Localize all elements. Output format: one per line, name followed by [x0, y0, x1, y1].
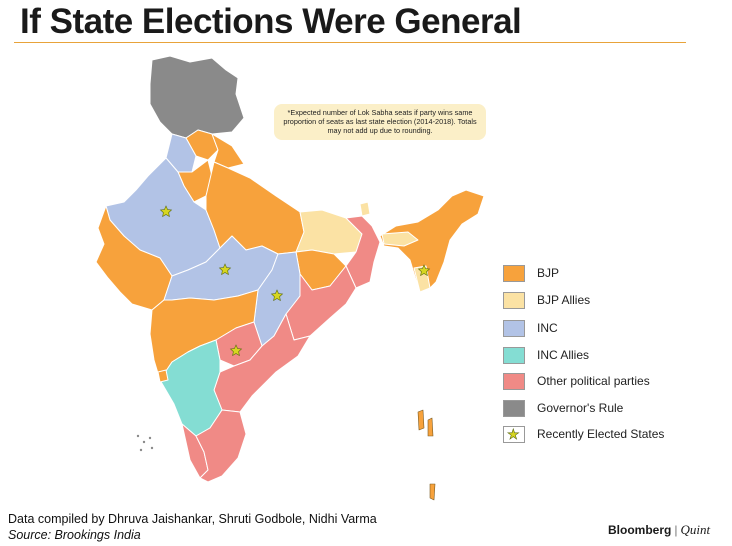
region-goa — [157, 369, 169, 383]
legend-item-bjp-allies: BJP Allies — [503, 290, 732, 310]
region-meghalaya — [381, 231, 419, 247]
legend-label-other: Other political parties — [537, 374, 650, 388]
region-sikkim — [359, 201, 371, 217]
region-bihar — [295, 209, 363, 255]
legend-item-governor: Governor's Rule — [503, 398, 732, 418]
legend-label-inc: INC — [537, 321, 558, 335]
brand-main: Bloomberg — [608, 523, 672, 537]
star-icon: ★ — [507, 426, 520, 443]
title-divider — [14, 42, 686, 43]
legend-label-governor: Governor's Rule — [537, 401, 624, 415]
chart-title: If State Elections Were General — [20, 2, 522, 41]
data-source: Source: Brookings India — [8, 528, 141, 542]
legend-swatch-bjp — [503, 265, 525, 282]
star-chhattisgarh — [270, 289, 284, 302]
legend-item-inc: INC — [503, 318, 732, 338]
region-andaman — [417, 409, 436, 501]
region-andhra-pradesh — [213, 313, 311, 413]
legend-swatch-star: ★ — [503, 426, 525, 443]
star-telangana — [229, 344, 243, 357]
brand-separator: | — [674, 523, 678, 537]
legend-swatch-inc-allies — [503, 347, 525, 364]
legend-swatch-other — [503, 373, 525, 390]
region-tamil-nadu — [195, 409, 247, 483]
recently-elected-stars — [159, 205, 431, 357]
brand-logo: Bloomberg | Quint — [608, 522, 710, 538]
star-mizoram — [417, 264, 431, 277]
legend-item-other: Other political parties — [503, 371, 732, 391]
region-uttar-pradesh — [205, 161, 305, 255]
legend-label-bjp: BJP — [537, 266, 560, 280]
legend-label-inc-allies: INC Allies — [537, 348, 590, 362]
legend-item-bjp: BJP — [503, 263, 732, 283]
region-west-bengal — [345, 215, 381, 289]
star-madhya-pradesh — [218, 263, 232, 276]
legend-swatch-inc — [503, 320, 525, 337]
region-jammu-kashmir — [149, 55, 245, 139]
data-credit: Data compiled by Dhruva Jaishankar, Shru… — [8, 512, 377, 526]
brand-sub: Quint — [680, 522, 711, 537]
legend-item-inc-allies: INC Allies — [503, 345, 732, 365]
seat-estimate-note: *Expected number of Lok Sabha seats if p… — [274, 104, 486, 140]
region-lakshadweep — [136, 434, 154, 452]
legend-label-bjp-allies: BJP Allies — [537, 293, 591, 307]
legend-swatch-governor — [503, 400, 525, 417]
legend-label-recently-elected: Recently Elected States — [537, 427, 665, 441]
legend-swatch-bjp-allies — [503, 292, 525, 309]
star-rajasthan — [159, 205, 173, 218]
region-northeast — [379, 189, 485, 291]
legend-item-recently-elected: ★ Recently Elected States — [503, 424, 732, 444]
